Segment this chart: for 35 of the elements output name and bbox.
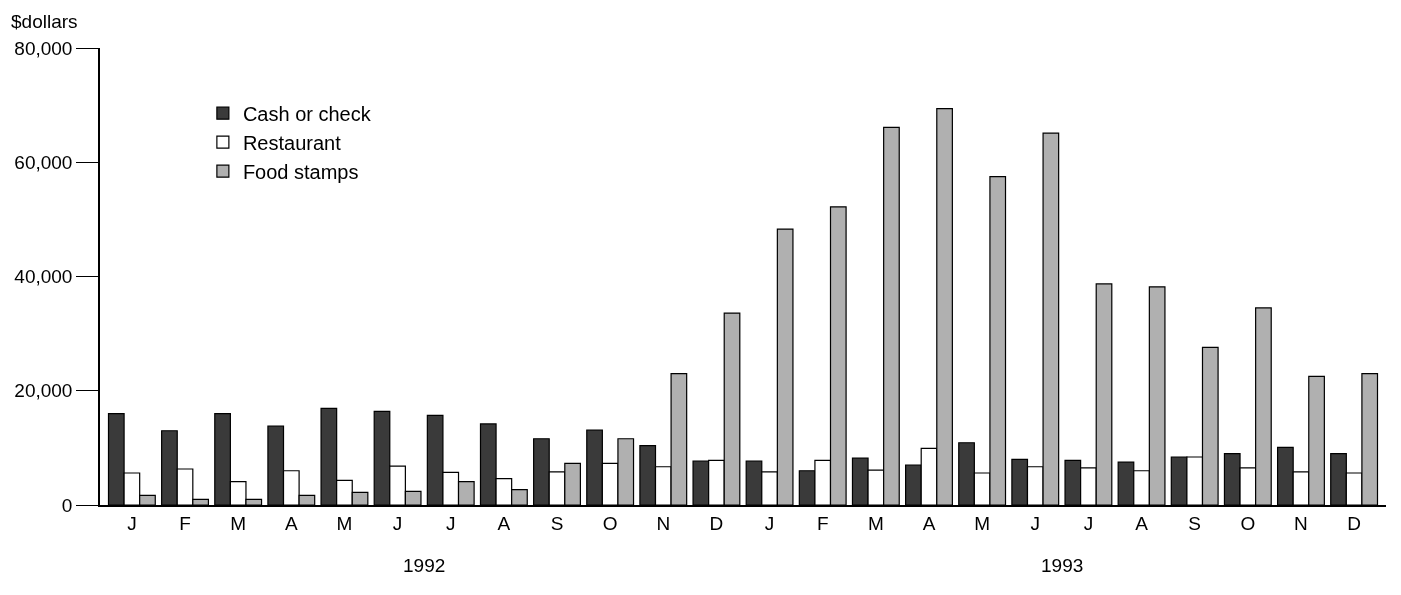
x-tick-label: D xyxy=(1347,512,1361,534)
y-axis-title: $dollars xyxy=(11,11,78,32)
y-tick-label: 60,000 xyxy=(14,151,73,173)
x-tick-label: O xyxy=(602,512,618,534)
x-tick-label: N xyxy=(656,512,671,534)
text: 1993 xyxy=(1041,555,1084,576)
x-tick-label: S xyxy=(550,512,564,534)
x-tick-label: J xyxy=(445,512,456,534)
x-tick-label: M xyxy=(867,512,884,534)
x-tick-label: F xyxy=(816,512,829,534)
x-tick-label: F xyxy=(179,512,191,534)
y-tick-label: 80,000 xyxy=(14,37,73,59)
x-tick-label: M xyxy=(230,512,247,534)
x-tick-label: J xyxy=(1030,512,1041,534)
x-tick-label: M xyxy=(336,512,353,534)
legend-label: Restaurant xyxy=(242,132,342,154)
text: 1992 xyxy=(403,555,446,576)
x-tick-label: A xyxy=(497,512,511,534)
x-tick-label: M xyxy=(974,512,991,534)
x-tick-label: D xyxy=(709,512,724,534)
y-tick-label: 20,000 xyxy=(14,380,73,402)
legend-label: Food stamps xyxy=(242,161,359,183)
legend-label: Cash or check xyxy=(242,103,372,125)
x-tick-label: J xyxy=(764,512,775,534)
y-tick-label: 40,000 xyxy=(14,266,73,288)
x-tick-label: J xyxy=(392,512,403,534)
x-tick-label: N xyxy=(1294,512,1308,534)
y-tick-label: 0 xyxy=(61,494,73,516)
x-tick-label: S xyxy=(1188,512,1202,534)
x-tick-label: A xyxy=(284,512,298,534)
x-tick-label: A xyxy=(1135,512,1149,534)
x-tick-label: J xyxy=(127,512,137,534)
x-tick-label: A xyxy=(922,512,936,534)
x-tick-label: J xyxy=(1083,512,1094,534)
x-tick-label: O xyxy=(1240,512,1256,534)
